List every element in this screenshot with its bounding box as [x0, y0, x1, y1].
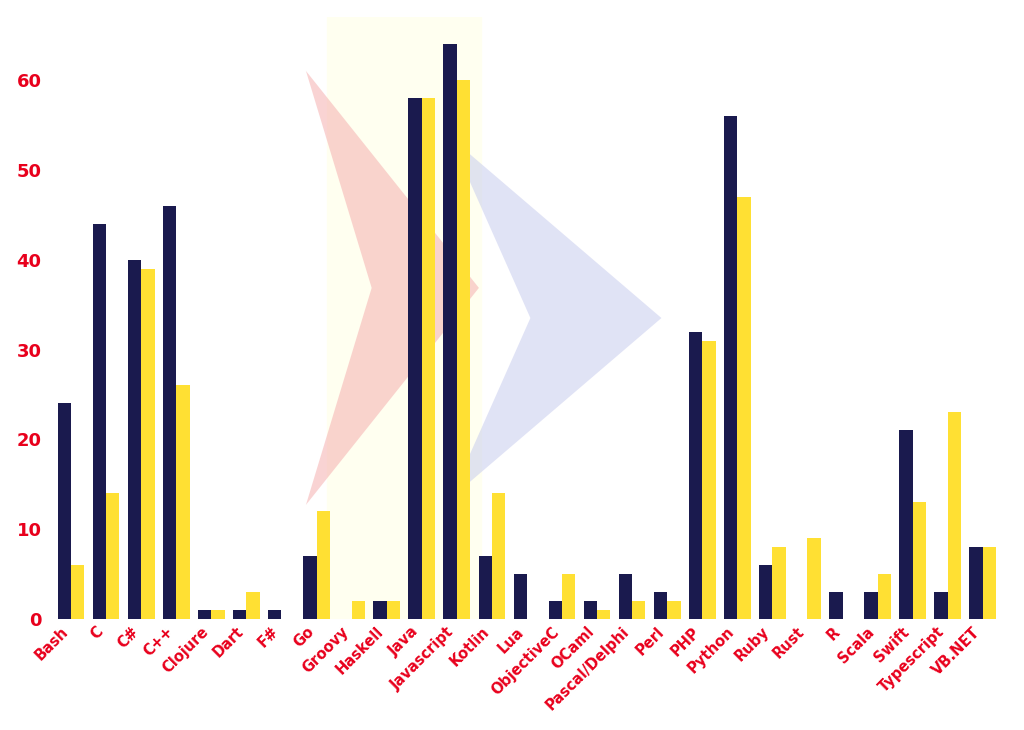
- Polygon shape: [451, 137, 662, 499]
- Bar: [211, 610, 224, 619]
- Bar: [141, 269, 155, 619]
- Bar: [492, 493, 505, 619]
- Bar: [632, 602, 645, 619]
- Bar: [128, 260, 141, 619]
- Bar: [198, 610, 211, 619]
- Bar: [689, 331, 702, 619]
- Bar: [422, 98, 435, 619]
- Bar: [303, 556, 316, 619]
- Bar: [549, 602, 562, 619]
- Bar: [478, 556, 492, 619]
- Bar: [829, 592, 843, 619]
- Bar: [948, 412, 962, 619]
- Bar: [934, 592, 948, 619]
- Bar: [351, 602, 365, 619]
- Bar: [970, 548, 983, 619]
- Bar: [724, 115, 737, 619]
- Bar: [71, 566, 84, 619]
- Bar: [737, 196, 751, 619]
- Bar: [443, 44, 457, 619]
- Bar: [268, 610, 282, 619]
- Bar: [316, 512, 330, 619]
- Bar: [163, 206, 176, 619]
- Bar: [912, 502, 926, 619]
- Bar: [702, 340, 716, 619]
- Bar: [57, 404, 71, 619]
- Bar: [878, 575, 891, 619]
- Bar: [772, 548, 785, 619]
- Bar: [654, 592, 668, 619]
- Bar: [864, 592, 878, 619]
- Bar: [618, 575, 632, 619]
- Bar: [597, 610, 610, 619]
- Bar: [374, 602, 387, 619]
- Bar: [93, 223, 106, 619]
- Bar: [106, 493, 120, 619]
- Bar: [562, 575, 575, 619]
- Polygon shape: [306, 71, 479, 505]
- Bar: [808, 539, 821, 619]
- Bar: [983, 548, 996, 619]
- Bar: [327, 17, 481, 619]
- Bar: [759, 566, 772, 619]
- Bar: [247, 592, 260, 619]
- Bar: [514, 575, 527, 619]
- Bar: [457, 80, 470, 619]
- Bar: [668, 602, 681, 619]
- Bar: [387, 602, 400, 619]
- Bar: [899, 431, 912, 619]
- Bar: [584, 602, 597, 619]
- Bar: [176, 385, 189, 619]
- Bar: [409, 98, 422, 619]
- Bar: [233, 610, 247, 619]
